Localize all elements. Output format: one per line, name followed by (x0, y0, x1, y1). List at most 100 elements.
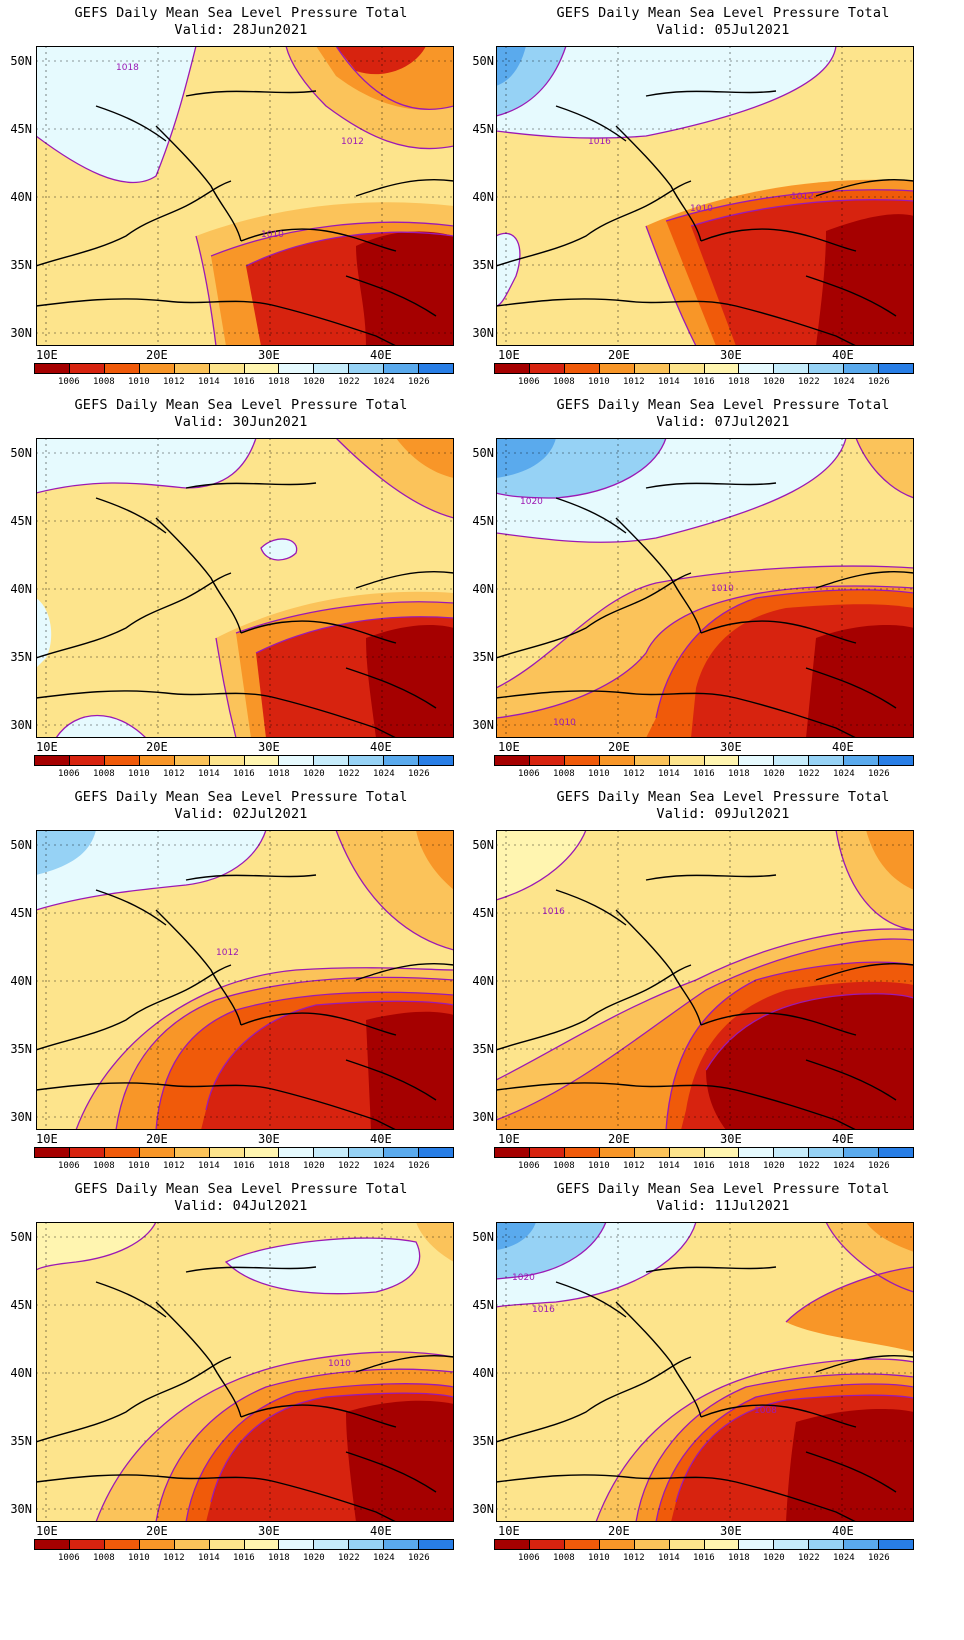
colorbar-label: 1020 (303, 1161, 325, 1171)
pressure-map: 1020 1016 1008 (496, 1222, 914, 1522)
colorbar-label: 1010 (128, 377, 150, 387)
colorbar-label: 1014 (198, 377, 220, 387)
colorbar-swatch (879, 756, 914, 765)
colorbar-label: 1014 (658, 769, 680, 779)
lat-label: 35N (10, 650, 32, 664)
colorbar-swatch (244, 1540, 280, 1549)
lon-label: 40E (370, 740, 392, 754)
contour-label: 1020 (520, 497, 543, 507)
lon-label: 30E (720, 348, 742, 362)
colorbar-swatch (739, 756, 775, 765)
colorbar-label: 1020 (763, 769, 785, 779)
colorbar-label: 1018 (268, 1161, 290, 1171)
pressure-map (36, 438, 454, 738)
lat-label: 35N (472, 258, 494, 272)
colorbar-label: 1016 (693, 1161, 715, 1171)
colorbar-swatch (564, 364, 600, 373)
lat-label: 30N (472, 1502, 494, 1516)
map-panel-3: GEFS Daily Mean Sea Level Pressure Total… (0, 392, 482, 802)
contour-label: 1018 (116, 63, 139, 73)
colorbar-label: 1006 (518, 377, 540, 387)
colorbar-label: 1022 (338, 377, 360, 387)
colorbar-swatch (349, 1540, 385, 1549)
colorbar-swatch (69, 364, 105, 373)
lat-label: 35N (10, 1042, 32, 1056)
colorbar-label: 1008 (93, 1161, 115, 1171)
colorbar-label: 1012 (623, 1161, 645, 1171)
colorbar-swatch (104, 364, 140, 373)
panel-title: GEFS Daily Mean Sea Level Pressure Total (74, 397, 408, 413)
colorbar-swatch (879, 1540, 914, 1549)
colorbar-label: 1010 (588, 1553, 610, 1563)
colorbar-swatch (495, 1148, 530, 1157)
lon-label: 10E (498, 348, 520, 362)
lat-label: 40N (472, 582, 494, 596)
map-panel-4: GEFS Daily Mean Sea Level Pressure Total… (472, 392, 964, 802)
contour-label: 1010 (711, 584, 734, 594)
colorbar-swatch (349, 1148, 385, 1157)
map-panel-1: GEFS Daily Mean Sea Level Pressure Total… (0, 0, 482, 410)
colorbar-swatch (704, 364, 740, 373)
lat-label: 45N (472, 1298, 494, 1312)
panel-valid-date: Valid: 04Jul2021 (174, 1198, 308, 1214)
colorbar-swatch (844, 756, 880, 765)
colorbar-swatch (314, 1148, 350, 1157)
colorbar-label: 1016 (233, 377, 255, 387)
lat-label: 45N (10, 122, 32, 136)
colorbar (494, 363, 914, 374)
colorbar-label: 1026 (868, 377, 890, 387)
colorbar-swatch (419, 364, 454, 373)
colorbar-swatch (634, 1148, 670, 1157)
colorbar-label: 1006 (58, 1553, 80, 1563)
colorbar-label: 1024 (373, 769, 395, 779)
lat-label: 50N (472, 54, 494, 68)
lon-label: 40E (832, 348, 854, 362)
colorbar-label: 1016 (233, 1161, 255, 1171)
colorbar-label: 1010 (588, 1161, 610, 1171)
lat-label: 45N (10, 906, 32, 920)
pressure-map: 1016 (496, 830, 914, 1130)
colorbar-label: 1018 (728, 1553, 750, 1563)
lon-label: 40E (370, 1524, 392, 1538)
pressure-map: 1018 1012 1010 (36, 46, 454, 346)
contour-label: 1008 (754, 1406, 777, 1416)
panel-title: GEFS Daily Mean Sea Level Pressure Total (74, 789, 408, 805)
colorbar-swatch (739, 1540, 775, 1549)
colorbar-label: 1022 (338, 769, 360, 779)
lon-label: 30E (258, 1132, 280, 1146)
panel-valid-date: Valid: 30Jun2021 (174, 414, 308, 430)
colorbar-swatch (669, 756, 705, 765)
colorbar-label: 1010 (128, 769, 150, 779)
colorbar-swatch (35, 1148, 70, 1157)
lon-label: 30E (258, 740, 280, 754)
colorbar-label: 1020 (303, 377, 325, 387)
lat-label: 40N (472, 974, 494, 988)
colorbar-label: 1016 (693, 1553, 715, 1563)
colorbar-label: 1014 (198, 1161, 220, 1171)
colorbar-label: 1026 (408, 1161, 430, 1171)
colorbar-swatch (634, 1540, 670, 1549)
lat-label: 35N (10, 1434, 32, 1448)
panel-valid-date: Valid: 02Jul2021 (174, 806, 308, 822)
colorbar-label: 1026 (408, 1553, 430, 1563)
panel-valid-date: Valid: 07Jul2021 (656, 414, 790, 430)
colorbar-label: 1022 (338, 1553, 360, 1563)
colorbar-swatch (844, 364, 880, 373)
colorbar-swatch (634, 364, 670, 373)
lat-label: 40N (10, 582, 32, 596)
colorbar-label: 1006 (58, 1161, 80, 1171)
colorbar-label: 1008 (553, 769, 575, 779)
colorbar-swatch (529, 364, 565, 373)
colorbar-label: 1026 (408, 377, 430, 387)
colorbar-swatch (844, 1148, 880, 1157)
panel-title: GEFS Daily Mean Sea Level Pressure Total (556, 1181, 890, 1197)
pressure-map: 1010 (36, 1222, 454, 1522)
colorbar-label: 1010 (128, 1161, 150, 1171)
lat-label: 35N (10, 258, 32, 272)
colorbar-label: 1012 (163, 377, 185, 387)
colorbar-swatch (419, 1148, 454, 1157)
colorbar-label: 1022 (798, 1161, 820, 1171)
colorbar-swatch (809, 756, 845, 765)
colorbar (494, 1147, 914, 1158)
colorbar-swatch (879, 364, 914, 373)
